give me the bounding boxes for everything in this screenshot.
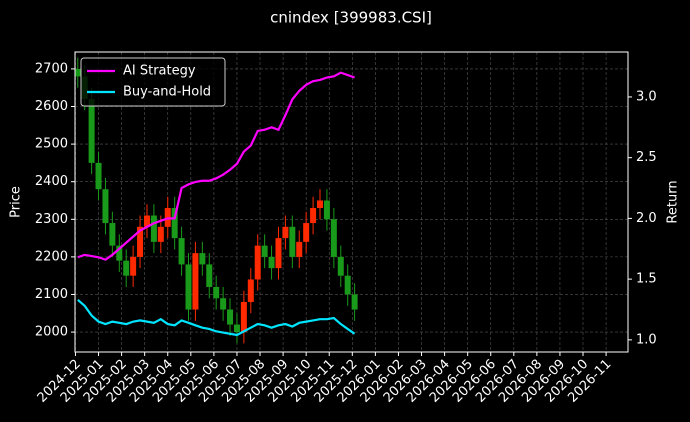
candle-body (95, 162, 102, 190)
candle-body (185, 264, 192, 310)
return-line (77, 298, 356, 337)
plot-frame (74, 51, 629, 353)
candle-body (303, 223, 310, 242)
candle-body (130, 256, 137, 276)
candle-body (109, 223, 116, 246)
candle-body (199, 253, 206, 265)
candle-body (192, 253, 199, 310)
y2-tick-label: 2.5 (636, 150, 657, 165)
candle-body (137, 226, 144, 257)
y-tick-label: 2500 (35, 137, 68, 152)
candle-body (143, 215, 150, 227)
chart-title: cnindex [399983.CSI] (270, 9, 432, 27)
candle-body (268, 256, 275, 269)
legend-label: Buy-and-Hold (123, 85, 211, 100)
y-tick-label: 2600 (35, 99, 68, 114)
candle-body (102, 189, 109, 224)
candle-body (88, 98, 95, 163)
candle-body (296, 241, 303, 257)
candle-body (351, 294, 358, 310)
candle-body (233, 324, 240, 333)
candle-body (275, 238, 282, 269)
y-axis-label: Price (9, 186, 24, 218)
y2-axis-label: Return (666, 180, 681, 223)
candle-body (323, 200, 330, 220)
candle-body (310, 208, 317, 224)
legend-label: AI Strategy (123, 64, 196, 79)
candle-body (247, 279, 254, 302)
candle-body (227, 309, 234, 325)
y2-tick-label: 1.5 (636, 272, 657, 287)
candle-body (337, 256, 344, 276)
y-tick-label: 2100 (35, 287, 68, 302)
candle-body (317, 200, 324, 209)
candle-body (150, 215, 157, 242)
y2-tick-label: 2.0 (636, 211, 657, 226)
candle-body (289, 226, 296, 257)
candle-body (178, 238, 185, 265)
candle-body (157, 226, 164, 242)
candle-body (240, 302, 247, 333)
y-tick-label: 2400 (35, 174, 68, 189)
candle-body (171, 208, 178, 239)
candle-body (213, 286, 220, 299)
candle-body (254, 245, 261, 280)
y2-tick-label: 1.0 (636, 332, 657, 347)
y-tick-label: 2200 (35, 249, 68, 264)
y-tick-label: 2700 (35, 61, 68, 76)
candle-body (330, 219, 337, 257)
candle-body (206, 264, 213, 287)
candle-body (123, 260, 130, 276)
candle-body (261, 245, 268, 257)
candle-body (220, 298, 227, 310)
candle-body (74, 68, 81, 77)
legend-box (80, 57, 226, 107)
candle-body (116, 245, 123, 261)
return-line (77, 71, 355, 261)
y-tick-label: 2000 (35, 325, 68, 340)
candle-body (282, 226, 289, 239)
y-tick-label: 2300 (35, 212, 68, 227)
y2-tick-label: 3.0 (636, 89, 657, 104)
candle-body (344, 275, 351, 295)
